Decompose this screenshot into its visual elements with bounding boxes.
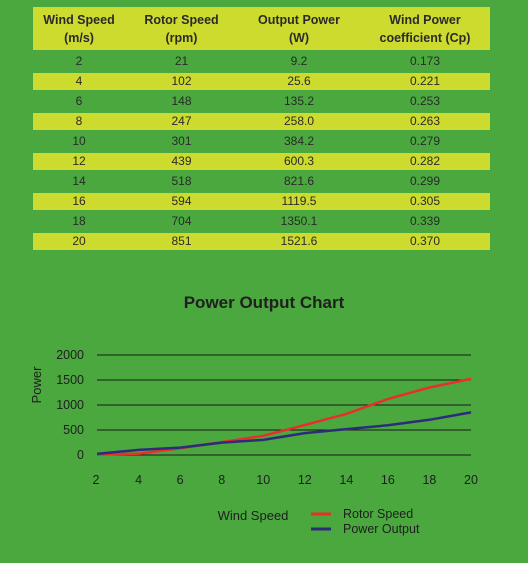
table-cell: 518 <box>171 174 192 188</box>
y-tick-label: 1000 <box>56 398 84 412</box>
y-tick-label: 1500 <box>56 373 84 387</box>
header-text: Wind Power <box>389 12 461 27</box>
table-cell: 135.2 <box>283 94 315 108</box>
legend-label: Power Output <box>343 522 420 536</box>
table-cell: 1521.6 <box>238 233 360 250</box>
table-cell: 9.2 <box>290 54 308 68</box>
table-cell: 0.282 <box>360 153 490 170</box>
table-cell: 148 <box>171 94 192 108</box>
table-cell: 102 <box>125 73 238 90</box>
table-row: 18 704 1350.1 0.339 <box>33 213 490 230</box>
table-row: 4 102 25.6 0.221 <box>33 73 490 90</box>
table-row: 16 594 1119.5 0.305 <box>33 193 490 210</box>
table-cell: 247 <box>125 113 238 130</box>
y-tick-label: 0 <box>77 448 84 462</box>
series-line-1 <box>96 411 472 456</box>
header-text: Output Power <box>258 12 340 27</box>
table-cell: 18 <box>72 214 86 228</box>
table-header-cell: Output Power (W) <box>238 7 360 50</box>
y-axis-label: Power <box>29 366 44 404</box>
header-text: Wind Speed <box>43 12 115 27</box>
table-row: 20 851 1521.6 0.370 <box>33 233 490 250</box>
y-tick-label: 2000 <box>56 348 84 362</box>
table-cell: 1350.1 <box>280 214 318 228</box>
table-row: 10 301 384.2 0.279 <box>33 133 490 150</box>
table-row: 14 518 821.6 0.299 <box>33 173 490 190</box>
table-cell: 12 <box>33 153 125 170</box>
table-cell: 10 <box>72 134 86 148</box>
x-tick-label: 14 <box>339 473 353 487</box>
table-cell: 384.2 <box>283 134 315 148</box>
table-cell: 0.299 <box>409 174 441 188</box>
table-cell: 258.0 <box>238 113 360 130</box>
table-row: 2 21 9.2 0.173 <box>33 53 490 70</box>
header-text: Rotor Speed <box>144 12 219 27</box>
table-cell: 439 <box>125 153 238 170</box>
header-text: (m/s) <box>64 30 94 45</box>
table-cell: 0.339 <box>409 214 441 228</box>
table-cell: 20 <box>33 233 125 250</box>
x-tick-label: 6 <box>177 473 184 487</box>
chart-title: Power Output Chart <box>183 293 345 312</box>
x-tick-label: 8 <box>218 473 225 487</box>
table-cell: 1119.5 <box>238 193 360 210</box>
header-text: coefficient (Cp) <box>379 30 471 45</box>
table-cell: 0.263 <box>360 113 490 130</box>
x-tick-label: 12 <box>298 473 312 487</box>
x-axis-label: Wind Speed <box>218 508 289 523</box>
table-cell: 0.173 <box>409 54 441 68</box>
table-body: 2 21 9.2 0.173 4 102 25.6 0.221 6 148 135.2 0.253 8 2… <box>33 53 490 250</box>
x-tick-label: 10 <box>256 473 270 487</box>
x-tick-label: 16 <box>381 473 395 487</box>
table-cell: 0.221 <box>360 73 490 90</box>
table-cell: 16 <box>33 193 125 210</box>
x-tick-label: 4 <box>135 473 142 487</box>
table-cell: 0.305 <box>360 193 490 210</box>
table-cell: 600.3 <box>238 153 360 170</box>
table-cell: 594 <box>125 193 238 210</box>
table-header-row: Wind Speed (m/s) Rotor Speed (rpm) Output Po… <box>33 7 490 50</box>
table-cell: 704 <box>171 214 192 228</box>
data-table: Wind Speed (m/s) Rotor Speed (rpm) Output Po… <box>33 4 490 253</box>
x-tick-label: 20 <box>464 473 478 487</box>
table-cell: 21 <box>174 54 189 68</box>
table-cell: 851 <box>125 233 238 250</box>
table-header-cell: Rotor Speed (rpm) <box>125 7 238 50</box>
table-header-cell: Wind Speed (m/s) <box>33 7 125 50</box>
table-cell: 2 <box>75 54 83 68</box>
table-cell: 301 <box>171 134 192 148</box>
table-row: 6 148 135.2 0.253 <box>33 93 490 110</box>
table-cell: 0.279 <box>409 134 441 148</box>
table-cell: 821.6 <box>283 174 315 188</box>
table-row: 8 247 258.0 0.263 <box>33 113 490 130</box>
series-line-0 <box>96 377 472 456</box>
y-tick-label: 500 <box>63 423 84 437</box>
table-row: 12 439 600.3 0.282 <box>33 153 490 170</box>
x-tick-label: 2 <box>93 473 100 487</box>
table-cell: 6 <box>75 94 83 108</box>
table-cell: 4 <box>33 73 125 90</box>
table-cell: 14 <box>72 174 86 188</box>
table-cell: 25.6 <box>238 73 360 90</box>
x-tick-label: 18 <box>422 473 436 487</box>
legend-label: Rotor Speed <box>343 507 413 521</box>
table-cell: 0.253 <box>409 94 441 108</box>
table-cell: 0.370 <box>360 233 490 250</box>
table-cell: 8 <box>33 113 125 130</box>
header-text: (rpm) <box>165 30 198 45</box>
table-header-cell: Wind Power coefficient (Cp) <box>360 7 490 50</box>
header-text: (W) <box>288 30 310 45</box>
data-table-container: Wind Speed (m/s) Rotor Speed (rpm) Output Po… <box>33 7 490 253</box>
